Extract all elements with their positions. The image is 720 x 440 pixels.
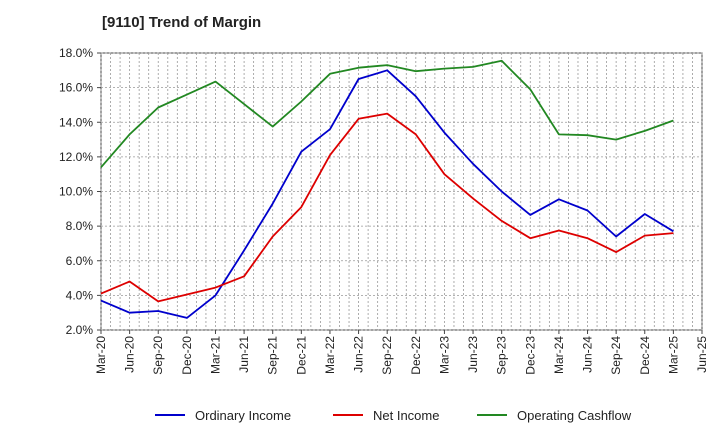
series-lines	[100, 59, 674, 319]
x-tick-label: Dec-23	[523, 336, 537, 375]
x-tick-label: Jun-23	[466, 336, 480, 373]
x-tick-label: Mar-25	[666, 336, 680, 374]
x-tick-label: Dec-24	[638, 336, 652, 375]
series-line-ordinary-income	[100, 69, 674, 319]
x-tick-label: Sep-21	[266, 336, 280, 375]
x-tick-label: Sep-23	[495, 336, 509, 375]
y-tick-label: 10.0%	[59, 185, 93, 199]
x-tick-label: Sep-24	[609, 336, 623, 375]
x-tick-label: Mar-21	[208, 336, 222, 374]
y-tick-label: 6.0%	[66, 254, 94, 268]
x-tick-label: Jun-22	[352, 336, 366, 373]
x-tick-label: Dec-21	[294, 336, 308, 375]
x-tick-label: Mar-20	[94, 336, 108, 374]
series-line-operating-cashflow	[100, 59, 674, 168]
x-tick-label: Dec-22	[409, 336, 423, 375]
x-tick-label: Jun-25	[695, 336, 709, 373]
x-axis-ticks: Mar-20 Jun-20 Sep-20 Dec-20 Mar-21 Jun-21 Sep-…	[94, 330, 709, 375]
series-line-net-income	[100, 112, 674, 303]
x-tick-label: Sep-20	[151, 336, 165, 375]
x-tick-label: Sep-22	[380, 336, 394, 375]
x-tick-label: Jun-21	[237, 336, 251, 373]
y-axis-ticks: 2.0% 4.0% 6.0% 8.0% 10.0% 12.0% 14.0% 16.0% 18.0…	[59, 46, 101, 337]
y-tick-label: 8.0%	[66, 219, 94, 233]
chart-title: [9110] Trend of Margin	[102, 14, 262, 31]
x-tick-label: Mar-22	[323, 336, 337, 374]
y-tick-label: 2.0%	[66, 323, 94, 337]
y-tick-label: 14.0%	[59, 115, 93, 129]
legend-label-ordinary-income: Ordinary Income	[195, 408, 291, 423]
y-tick-label: 4.0%	[66, 288, 94, 302]
x-tick-label: Mar-23	[437, 336, 451, 374]
y-tick-label: 12.0%	[59, 150, 93, 164]
y-tick-label: 16.0%	[59, 81, 93, 95]
x-tick-label: Mar-24	[552, 336, 566, 374]
legend: Ordinary Income Net Income Operating Cashf…	[155, 408, 632, 423]
legend-label-net-income: Net Income	[373, 408, 439, 423]
x-tick-label: Jun-20	[123, 336, 137, 373]
x-tick-label: Dec-20	[180, 336, 194, 375]
legend-label-operating-cashflow: Operating Cashflow	[517, 408, 632, 423]
y-tick-label: 18.0%	[59, 46, 93, 60]
x-tick-label: Jun-24	[581, 336, 595, 373]
